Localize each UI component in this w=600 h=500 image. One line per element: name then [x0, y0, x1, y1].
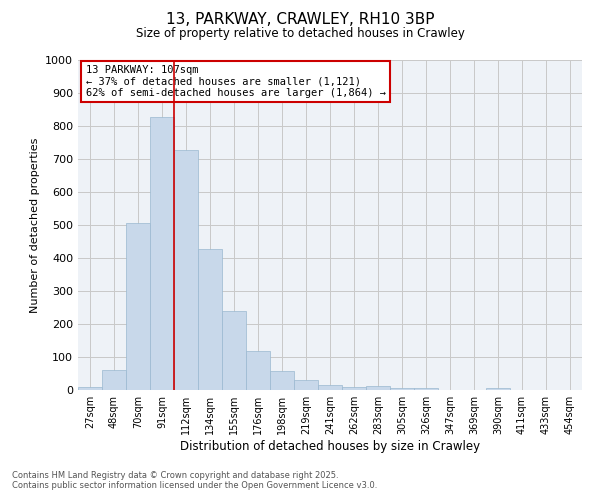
Bar — [126, 222, 150, 390]
Text: 13, PARKWAY, CRAWLEY, RH10 3BP: 13, PARKWAY, CRAWLEY, RH10 3BP — [166, 12, 434, 28]
X-axis label: Distribution of detached houses by size in Crawley: Distribution of detached houses by size … — [180, 440, 480, 453]
Text: Contains HM Land Registry data © Crown copyright and database right 2025.: Contains HM Land Registry data © Crown c… — [12, 470, 338, 480]
Bar — [486, 388, 510, 390]
Bar — [366, 386, 390, 390]
Bar — [198, 249, 222, 390]
Bar — [78, 388, 102, 390]
Bar — [222, 312, 246, 390]
Bar — [102, 370, 126, 390]
Bar — [414, 388, 438, 390]
Bar — [270, 371, 294, 390]
Bar — [294, 380, 318, 390]
Text: Contains public sector information licensed under the Open Government Licence v3: Contains public sector information licen… — [12, 480, 377, 490]
Y-axis label: Number of detached properties: Number of detached properties — [29, 138, 40, 312]
Bar — [342, 386, 366, 390]
Text: 13 PARKWAY: 107sqm
← 37% of detached houses are smaller (1,121)
62% of semi-deta: 13 PARKWAY: 107sqm ← 37% of detached hou… — [86, 65, 386, 98]
Bar — [318, 385, 342, 390]
Bar — [174, 150, 198, 390]
Bar — [150, 117, 174, 390]
Bar — [390, 388, 414, 390]
Bar — [246, 352, 270, 390]
Text: Size of property relative to detached houses in Crawley: Size of property relative to detached ho… — [136, 28, 464, 40]
